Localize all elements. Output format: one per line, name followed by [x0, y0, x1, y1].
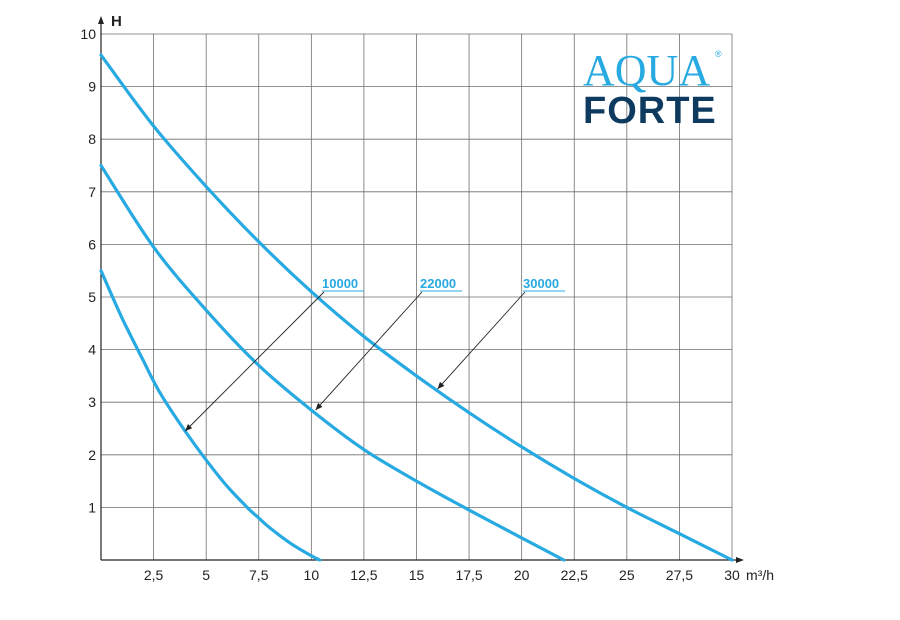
y-axis-title: H: [111, 13, 122, 30]
y-axis-arrow: [98, 16, 104, 24]
leader-arrowhead: [437, 381, 445, 390]
x-tick-label: 5: [202, 567, 210, 583]
x-tick-label: 25: [619, 567, 635, 583]
y-tick-label: 7: [88, 184, 96, 200]
leader-line-30000: [437, 291, 526, 390]
x-axis-arrow: [736, 557, 744, 563]
leader-line-10000: [184, 291, 325, 432]
x-tick-label: 27,5: [666, 567, 693, 583]
series-label-10000: 10000: [322, 276, 358, 291]
series-line-30000: [99, 53, 734, 562]
logo-registered-mark: ®: [715, 49, 722, 59]
aquaforte-logo: AQUA ® FORTE: [583, 46, 722, 132]
y-tick-label: 10: [80, 26, 96, 42]
y-tick-label: 1: [88, 499, 96, 515]
series-label-30000: 30000: [523, 276, 559, 291]
x-tick-label: 15: [409, 567, 425, 583]
axes: [98, 16, 744, 563]
x-axis-unit: m³/h: [746, 567, 774, 583]
y-tick-label: 3: [88, 394, 96, 410]
y-tick-label: 8: [88, 131, 96, 147]
series-label-22000: 22000: [420, 276, 456, 291]
x-tick-label: 20: [514, 567, 530, 583]
x-tick-label: 10: [304, 567, 320, 583]
y-tick-labels: 1 2 3 4 5 6 7 8 9 10: [80, 26, 96, 515]
y-tick-label: 2: [88, 447, 96, 463]
y-tick-label: 5: [88, 289, 96, 305]
x-tick-label: 2,5: [144, 567, 164, 583]
logo-forte-text: FORTE: [583, 90, 717, 132]
x-tick-label: 17,5: [455, 567, 482, 583]
leader-arrowhead: [185, 424, 193, 432]
y-tick-label: 9: [88, 79, 96, 95]
x-tick-label: 22,5: [561, 567, 588, 583]
x-tick-label: 30: [724, 567, 740, 583]
series-line-10000: [99, 269, 322, 562]
logo-aqua-text: AQUA: [583, 46, 710, 95]
x-tick-label: 12,5: [350, 567, 377, 583]
x-tick-label: 7,5: [249, 567, 269, 583]
x-tick-labels: 2,5 5 7,5 10 12,5 15 17,5 20 22,5 25 27,5 30: [144, 567, 740, 583]
series-annotations: 10000 22000 30000: [184, 276, 565, 432]
leader-line-22000: [315, 291, 423, 411]
series-line-22000: [99, 163, 566, 562]
leader-arrowhead: [315, 402, 323, 411]
y-tick-label: 6: [88, 236, 96, 252]
y-tick-label: 4: [88, 342, 96, 358]
series-group: [99, 53, 734, 562]
